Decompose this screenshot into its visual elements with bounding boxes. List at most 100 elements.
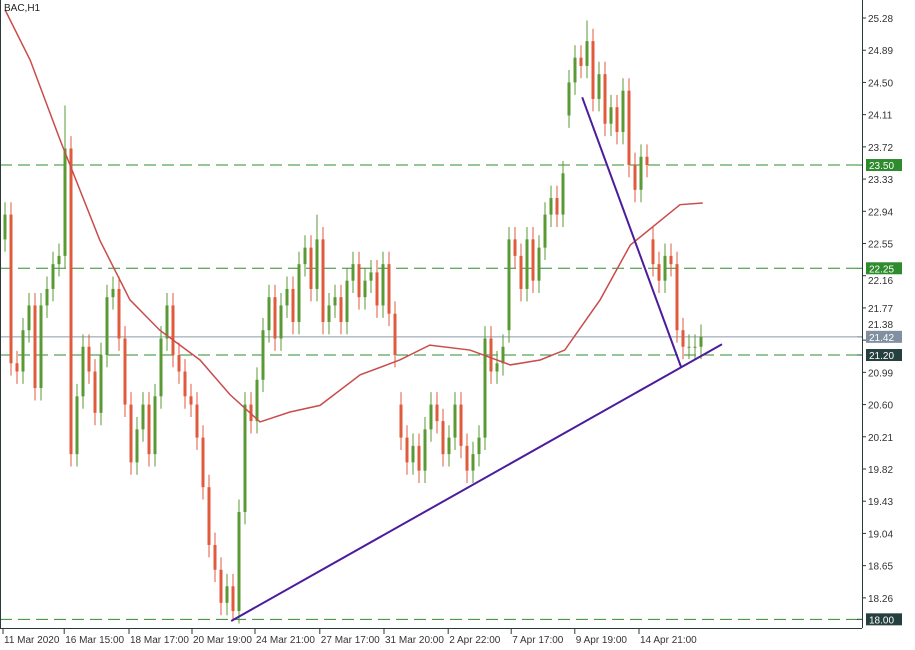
bullish-candle (699, 336, 703, 347)
bullish-candle (63, 148, 67, 256)
bullish-candle (351, 264, 355, 281)
bullish-candle (315, 239, 319, 289)
bearish-candle (123, 338, 127, 405)
level-price-label: 21.20 (869, 351, 894, 362)
price-tick-label: 22.16 (868, 276, 893, 287)
bullish-candle (285, 288, 289, 306)
bullish-candle (483, 338, 487, 438)
price-tick-label: 20.60 (868, 401, 893, 412)
bearish-candle (213, 544, 217, 570)
trendline (581, 96, 683, 368)
bearish-candle (9, 214, 13, 364)
bullish-candle (573, 57, 577, 83)
bullish-candle (105, 297, 109, 356)
bearish-candle (399, 404, 403, 438)
price-tick-label: 20.99 (868, 368, 893, 379)
price-tick-label: 18.65 (868, 562, 893, 573)
price-tick-label: 24.11 (868, 111, 893, 122)
bullish-candle (687, 346, 691, 348)
bearish-candle (273, 297, 277, 339)
bearish-candle (405, 437, 409, 463)
price-tick-label: 23.72 (868, 143, 893, 154)
bullish-candle (561, 173, 565, 215)
price-tick-label: 19.04 (868, 529, 893, 540)
bullish-candle (411, 445, 415, 463)
bullish-candle (495, 363, 499, 372)
bullish-candle (477, 437, 481, 455)
level-price-label-box (866, 159, 902, 172)
price-tick-label: 21.77 (868, 304, 893, 315)
price-tick-label: 20.21 (868, 433, 893, 444)
bearish-candle (669, 255, 673, 265)
price-tick-label: 21.38 (868, 320, 893, 331)
bullish-candle (567, 82, 571, 116)
bearish-candle (339, 297, 343, 322)
bearish-candle (291, 288, 295, 322)
time-tick-label: 11 Mar 2020 (4, 635, 60, 646)
bearish-candle (375, 272, 379, 306)
bearish-candle (603, 74, 607, 124)
bullish-candle (507, 239, 511, 331)
bearish-candle (417, 445, 421, 471)
bullish-candle (543, 214, 547, 248)
bearish-candle (177, 355, 181, 372)
bearish-candle (87, 346, 91, 372)
bullish-candle (279, 305, 283, 339)
bearish-candle (459, 404, 463, 446)
bearish-candle (555, 198, 559, 215)
bullish-candle (363, 280, 367, 298)
bid-price-label-box (866, 330, 902, 343)
bearish-candle (219, 569, 223, 603)
bullish-candle (663, 255, 667, 281)
bearish-candle (93, 371, 97, 413)
bullish-candle (27, 305, 31, 331)
bearish-candle (201, 437, 205, 488)
bullish-candle (21, 330, 25, 372)
bullish-candle (51, 264, 55, 289)
bullish-candle (471, 454, 475, 471)
bearish-candle (651, 239, 655, 265)
time-tick-label: 16 Mar 15:00 (65, 635, 124, 646)
time-tick-label: 14 Apr 21:00 (640, 635, 697, 646)
level-price-label: 18.00 (869, 615, 894, 626)
price-tick-label: 22.55 (868, 239, 893, 250)
time-tick-label: 31 Mar 20:00 (385, 635, 444, 646)
bearish-candle (69, 148, 73, 455)
bullish-candle (39, 305, 43, 389)
price-tick-label: 19.43 (868, 497, 893, 508)
bullish-candle (99, 355, 103, 413)
bearish-candle (627, 90, 631, 166)
price-tick-label: 25.28 (868, 14, 893, 25)
bearish-candle (579, 57, 583, 66)
plot-area (0, 9, 862, 624)
bearish-candle (207, 487, 211, 545)
bullish-candle (159, 338, 163, 397)
bearish-candle (195, 404, 199, 438)
level-price-label-box (866, 262, 902, 275)
bid-price-label: 21.42 (869, 333, 894, 344)
bearish-candle (681, 330, 685, 347)
bullish-candle (585, 41, 589, 66)
bullish-candle (111, 288, 115, 298)
bearish-candle (531, 239, 535, 281)
bearish-candle (465, 445, 469, 471)
bullish-candle (135, 429, 139, 463)
bullish-candle (597, 74, 601, 99)
bearish-candle (591, 41, 595, 99)
bullish-candle (45, 288, 49, 306)
bullish-candle (453, 404, 457, 438)
bullish-candle (225, 586, 229, 603)
bullish-candle (237, 511, 241, 612)
bearish-candle (633, 165, 637, 190)
bullish-candle (345, 280, 349, 322)
bearish-candle (435, 404, 439, 422)
bearish-candle (183, 371, 187, 397)
bearish-candle (321, 239, 325, 322)
bearish-candle (489, 338, 493, 372)
bullish-candle (75, 396, 79, 455)
bearish-candle (513, 239, 517, 256)
price-tick-label: 18.26 (868, 594, 893, 605)
bullish-candle (525, 239, 529, 289)
bullish-candle (267, 297, 271, 331)
